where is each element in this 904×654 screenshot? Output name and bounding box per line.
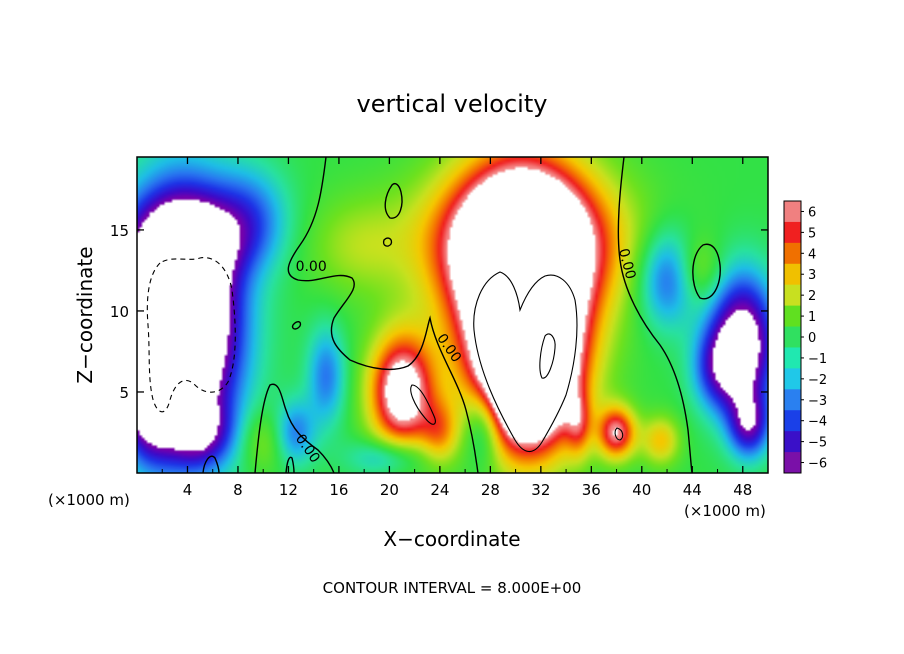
contour-downdraft-dashed <box>146 257 236 413</box>
zero-contour-low-left <box>254 383 335 473</box>
contour-tiny-1 <box>382 237 393 247</box>
colorbar-swatch-4 <box>784 284 801 307</box>
colorbar-label-8: −2 <box>808 373 827 388</box>
x-tick-label-32: 32 <box>531 481 550 499</box>
y-tick-label-5: 5 <box>119 384 129 402</box>
zero-contour-right <box>617 157 693 473</box>
contour-low-stick <box>285 456 295 473</box>
colorbar-label-12: −6 <box>808 457 827 472</box>
x-tick-label-12: 12 <box>279 481 298 499</box>
contour-small-right <box>614 427 624 441</box>
zero-contour-left <box>287 157 479 473</box>
x-tick-label-28: 28 <box>481 481 500 499</box>
colorbar-label-3: 3 <box>808 268 816 283</box>
colorbar-swatch-12 <box>784 452 801 474</box>
colorbar-swatch-2 <box>784 242 801 265</box>
y-axis-ticks: 5 10 15 <box>110 222 768 402</box>
colorbar-label-5: 1 <box>808 310 816 325</box>
y-tick-label-15: 15 <box>110 222 129 240</box>
contour-label-0: 0.00 <box>296 259 327 275</box>
colorbar-label-7: −1 <box>808 352 827 367</box>
colorbar-swatch-6 <box>784 326 801 348</box>
colorbar-swatch-8 <box>784 368 801 390</box>
contour-upper-small <box>384 183 403 219</box>
x-axis-label: X−coordinate <box>383 527 520 551</box>
contour-lines <box>146 157 721 473</box>
colorbar-swatch-1 <box>784 221 801 244</box>
y-axis-label: Z−coordinate <box>73 246 97 383</box>
x-axis-ticks: 4 8 12 16 20 24 28 32 36 40 44 48 <box>161 157 752 499</box>
x-tick-label-24: 24 <box>430 481 449 499</box>
colorbar-swatch-10 <box>784 410 801 432</box>
colorbar-label-11: −5 <box>808 436 827 451</box>
x-tick-label-8: 8 <box>233 481 243 499</box>
contour-main-updraft <box>473 271 578 453</box>
colorbar-label-2: 4 <box>808 247 816 262</box>
colorbar-label-0: 6 <box>808 205 816 220</box>
colorbar-swatch-9 <box>784 389 801 411</box>
plot-frame <box>136 156 769 474</box>
contour-tiny-2 <box>291 321 302 330</box>
colorbar: 6 5 4 3 2 1 0 −1 −2 −3 −4 −5 −6 <box>783 200 827 474</box>
contour-label-1: 0.00 <box>615 247 639 281</box>
contour-right-eddy <box>692 243 721 300</box>
colorbar-swatch-7 <box>784 347 801 369</box>
x-tick-label-40: 40 <box>632 481 651 499</box>
contour-low-bump <box>202 455 220 473</box>
contour-main-inner <box>539 333 556 379</box>
plot-area: 0.00 0.000.000.00 <box>137 157 768 473</box>
contour-interval-note: CONTOUR INTERVAL = 8.000E+00 <box>323 579 582 597</box>
colorbar-label-4: 2 <box>808 289 816 304</box>
y-tick-label-10: 10 <box>110 303 129 321</box>
contour-streak <box>410 384 436 425</box>
x-unit-right: (×1000 m) <box>684 502 766 520</box>
colorbar-label-9: −3 <box>808 394 827 409</box>
colorbar-label-10: −4 <box>808 415 827 430</box>
colorbar-swatch-0 <box>784 201 801 223</box>
x-tick-label-16: 16 <box>329 481 348 499</box>
velocity-field <box>137 157 768 473</box>
colorbar-swatch-11 <box>784 431 801 453</box>
colorbar-label-1: 5 <box>808 226 816 241</box>
x-tick-label-20: 20 <box>380 481 399 499</box>
x-unit-left: (×1000 m) <box>48 491 130 509</box>
x-tick-label-48: 48 <box>733 481 752 499</box>
chart-title: vertical velocity <box>357 90 548 118</box>
x-tick-label-44: 44 <box>683 481 702 499</box>
colorbar-swatch-3 <box>784 263 801 286</box>
x-tick-label-36: 36 <box>582 481 601 499</box>
colorbar-swatch-5 <box>784 305 801 328</box>
x-tick-label-4: 4 <box>183 481 193 499</box>
colorbar-label-6: 0 <box>808 331 816 346</box>
